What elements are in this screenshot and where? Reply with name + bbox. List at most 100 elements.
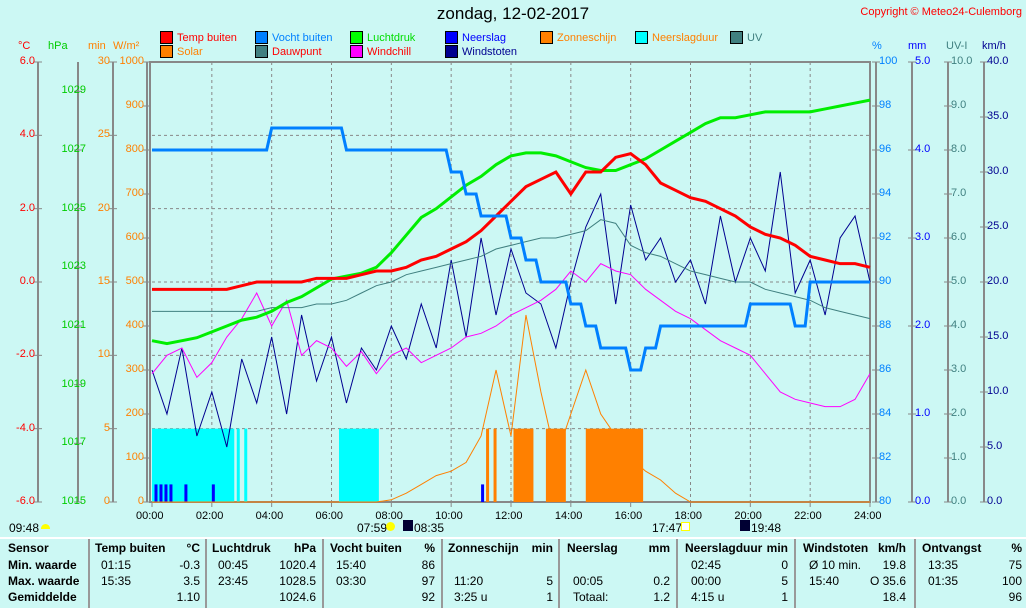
bar-neerslagduur: [236, 428, 240, 502]
column-unit: °C: [186, 541, 200, 555]
axis-tick-label: 96: [879, 143, 892, 155]
axis-tick-label: 92: [879, 231, 892, 243]
legend-item: Vocht buiten: [255, 31, 333, 44]
axis-tick-label: 0.0: [915, 495, 931, 507]
column-header: Vocht buiten: [330, 541, 402, 555]
sunrise-time: 07:59: [357, 521, 388, 535]
column-header: Temp buiten: [95, 541, 166, 555]
legend-label: Vocht buiten: [272, 31, 333, 44]
legend-item: Neerslag: [445, 31, 506, 44]
legend-item: Windchill: [350, 45, 411, 58]
moon-icon: [41, 524, 50, 529]
bar-neerslagduur: [338, 428, 379, 502]
axis-tick-label: 600: [125, 231, 144, 243]
axis-tick-label: 500: [125, 275, 144, 287]
axis-tick-label: 2.0: [951, 407, 967, 419]
x-tick-label: 10:00: [435, 510, 463, 522]
legend-swatch-icon: [730, 31, 743, 44]
axis-tick-label: 400: [125, 319, 144, 331]
x-tick-label: 14:00: [554, 510, 583, 522]
cell-time: 15:40: [336, 558, 367, 572]
axis-tick-label: 1000: [119, 55, 144, 67]
bar-neerslag: [481, 484, 485, 502]
axis-tick-label: 1017: [61, 436, 86, 449]
axis-tick-label: 4.0: [19, 128, 35, 141]
axis-tick-label: 0: [137, 495, 144, 507]
legend-swatch-icon: [350, 45, 363, 58]
cell-time: Ø 10 min.: [809, 558, 862, 572]
sunset-time: 17:47: [652, 521, 683, 535]
legend-label: Temp buiten: [177, 31, 237, 44]
row-label: Sensor: [8, 541, 49, 555]
axis-tick-label: 2.0: [19, 201, 35, 214]
cell-value: 86: [421, 558, 435, 572]
axis-tick-label: 40.0: [987, 55, 1009, 67]
legend-swatch-icon: [635, 31, 648, 44]
axis-tick-label: 800: [125, 143, 144, 155]
axis-tick-label: 20.0: [987, 275, 1009, 287]
axis-tick-label: 3.0: [915, 231, 931, 243]
legend-item: Zonneschijn: [540, 31, 616, 44]
legend-swatch-icon: [540, 31, 553, 44]
x-tick-label: 02:00: [195, 510, 224, 522]
column-unit: %: [1011, 541, 1022, 555]
cell-time: 02:45: [691, 558, 722, 572]
cell-value: 5: [546, 574, 553, 588]
chart-title: zondag, 12-02-2017: [436, 4, 590, 23]
bar-neerslag: [159, 484, 163, 502]
axis-tick-label: 84: [879, 407, 892, 419]
legend-label: Zonneschijn: [557, 31, 617, 44]
series-line-solar: [152, 314, 870, 503]
axis-tick-label: 2.0: [915, 319, 931, 331]
axis-tick-label: 1029: [61, 84, 86, 97]
legend-item: Dauwpunt: [255, 45, 322, 58]
column-divider: [676, 539, 678, 608]
axis-tick-label: 900: [125, 99, 144, 111]
cell-value: 19.8: [882, 558, 906, 572]
legend-item: UV: [730, 31, 762, 44]
legend-label: Solar: [177, 45, 203, 58]
legend-swatch-icon: [445, 45, 458, 58]
cell-value: 18.4: [882, 590, 906, 604]
row-label: Gemiddelde: [8, 590, 77, 604]
legend-label: Windstoten: [462, 45, 518, 58]
cell-value: 1: [781, 590, 788, 604]
column-divider: [205, 539, 207, 608]
axis-tick-label: 1027: [61, 143, 86, 155]
cell-time: 01:35: [928, 574, 959, 588]
axis-tick-label: 300: [125, 363, 144, 375]
cell-time: 4:15 u: [691, 590, 725, 604]
cell-value: 1028.5: [279, 574, 316, 588]
x-tick-label: 12:00: [495, 510, 523, 522]
axis-unit-humidity: %: [872, 40, 882, 52]
axis-tick-label: 20: [97, 201, 110, 214]
cell-value: 5: [781, 574, 788, 588]
cell-value: 1.2: [653, 590, 670, 604]
axis-tick-label: 1021: [61, 319, 86, 331]
cell-time: Totaal:: [573, 590, 609, 604]
column-header: Neerslag: [567, 541, 618, 555]
x-tick-label: 06:00: [315, 510, 344, 522]
legend-label: Windchill: [367, 45, 412, 58]
row-label: Min. waarde: [8, 558, 77, 572]
legend-item: Solar: [160, 45, 203, 58]
cell-value: 1020.4: [279, 558, 316, 572]
column-header: Luchtdruk: [212, 541, 271, 555]
bar-zonneschijn: [493, 428, 497, 502]
cell-time: 23:45: [218, 574, 249, 588]
axis-tick-label: 1015: [61, 495, 86, 507]
axis-tick-label: 80: [879, 495, 892, 507]
legend-label: Dauwpunt: [272, 45, 322, 58]
axis-unit-pressure: hPa: [48, 40, 68, 52]
axis-tick-label: 86: [879, 363, 892, 375]
cell-value: 75: [1008, 558, 1022, 572]
column-divider: [441, 539, 443, 608]
axis-tick-label: 10.0: [951, 55, 973, 67]
axis-tick-label: 82: [879, 451, 892, 463]
column-header: Windstoten: [803, 541, 869, 555]
cell-value: O 35.6: [869, 574, 906, 588]
cell-time: 00:45: [218, 558, 249, 572]
sunset-icon: [681, 522, 690, 531]
cell-value: 0: [781, 558, 788, 572]
